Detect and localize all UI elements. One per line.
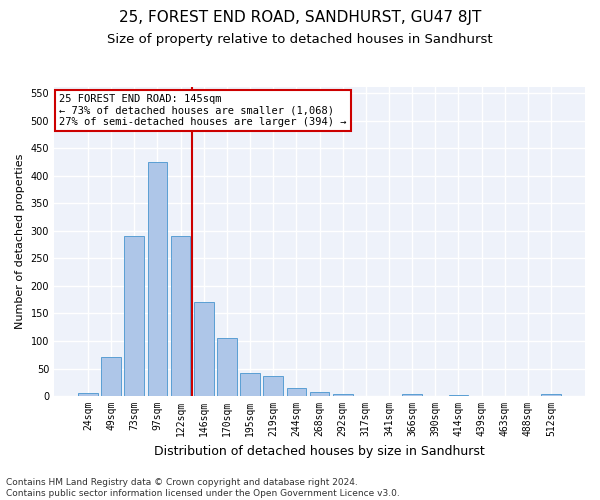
Bar	[124, 236, 144, 396]
Bar	[240, 373, 260, 396]
Bar	[449, 395, 468, 396]
Text: 25, FOREST END ROAD, SANDHURST, GU47 8JT: 25, FOREST END ROAD, SANDHURST, GU47 8JT	[119, 10, 481, 25]
Bar	[194, 302, 214, 396]
Bar	[402, 394, 422, 396]
Bar	[101, 358, 121, 396]
Bar	[541, 394, 561, 396]
X-axis label: Distribution of detached houses by size in Sandhurst: Distribution of detached houses by size …	[154, 444, 485, 458]
Bar	[78, 394, 98, 396]
Text: 25 FOREST END ROAD: 145sqm
← 73% of detached houses are smaller (1,068)
27% of s: 25 FOREST END ROAD: 145sqm ← 73% of deta…	[59, 94, 347, 127]
Bar	[148, 162, 167, 396]
Bar	[310, 392, 329, 396]
Bar	[287, 388, 306, 396]
Bar	[263, 376, 283, 396]
Bar	[171, 236, 190, 396]
Text: Contains HM Land Registry data © Crown copyright and database right 2024.
Contai: Contains HM Land Registry data © Crown c…	[6, 478, 400, 498]
Y-axis label: Number of detached properties: Number of detached properties	[15, 154, 25, 330]
Text: Size of property relative to detached houses in Sandhurst: Size of property relative to detached ho…	[107, 32, 493, 46]
Bar	[217, 338, 237, 396]
Bar	[333, 394, 353, 396]
